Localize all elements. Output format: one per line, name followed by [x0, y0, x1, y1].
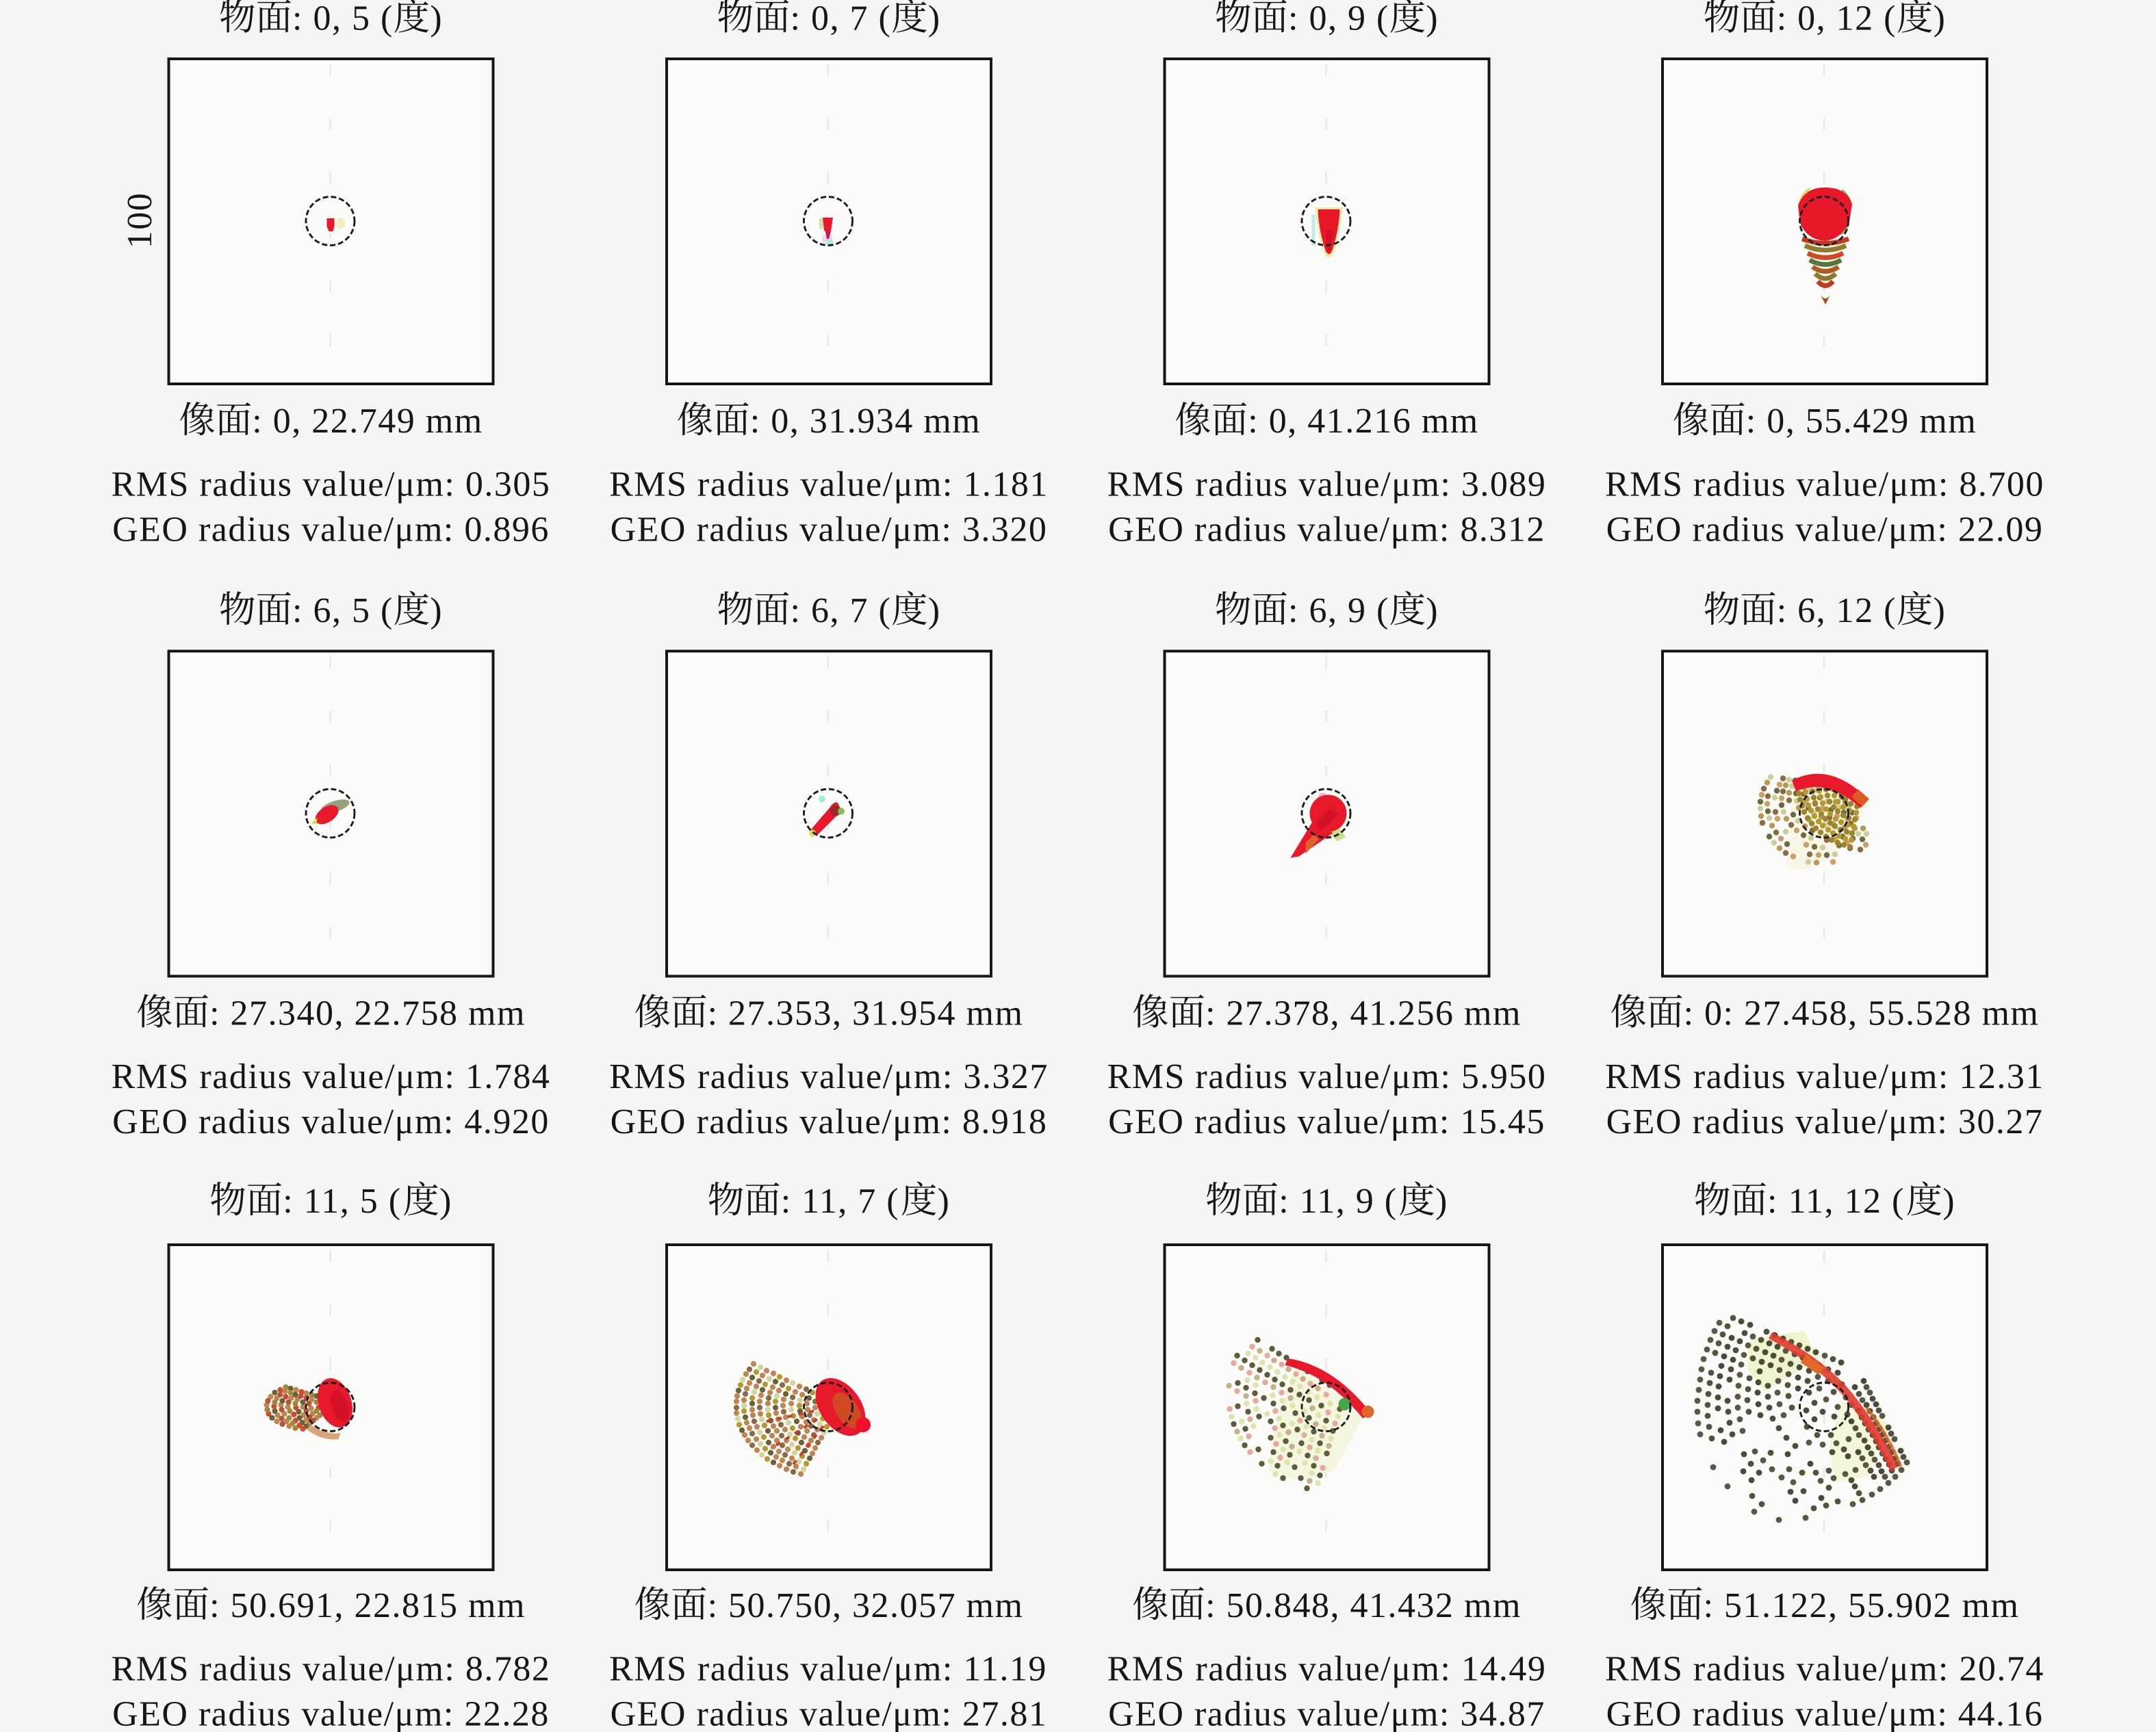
svg-text:GEO radius value/μm: 3.320: GEO radius value/μm: 3.320	[611, 510, 1048, 550]
svg-text:GEO radius value/μm: 0.896: GEO radius value/μm: 0.896	[112, 510, 550, 550]
svg-text:: 50.848, 41.432 mm: : 50.848, 41.432 mm	[1205, 1586, 1522, 1625]
svg-text:: 6, 7 (: : 6, 7 (	[791, 591, 892, 630]
svg-text:RMS radius value/μm: 11.19: RMS radius value/μm: 11.19	[609, 1650, 1047, 1689]
svg-text:RMS radius value/μm: 0.305: RMS radius value/μm: 0.305	[112, 465, 551, 504]
svg-text:): )	[430, 0, 443, 38]
svg-text:): )	[1426, 591, 1439, 630]
svg-text:): )	[439, 1182, 452, 1221]
svg-text:: 51.122, 55.902 mm: : 51.122, 55.902 mm	[1704, 1586, 2020, 1625]
svg-text:): )	[1934, 0, 1947, 38]
svg-text:): )	[928, 0, 941, 38]
svg-text:RMS radius value/μm: 3.327: RMS radius value/μm: 3.327	[609, 1057, 1049, 1096]
svg-text:RMS radius value/μm: 12.31: RMS radius value/μm: 12.31	[1605, 1057, 2044, 1096]
svg-text:): )	[1426, 0, 1439, 38]
svg-text:: 50.691, 22.815 mm: : 50.691, 22.815 mm	[209, 1586, 526, 1625]
svg-text:: 27.353, 31.954 mm: : 27.353, 31.954 mm	[708, 994, 1024, 1033]
svg-text:: 0, 7 (: : 0, 7 (	[791, 0, 892, 38]
svg-text:GEO radius value/μm: 34.87: GEO radius value/μm: 34.87	[1108, 1695, 1545, 1732]
svg-text:): )	[430, 591, 443, 630]
svg-text:: 0, 12 (: : 0, 12 (	[1777, 0, 1897, 38]
svg-text:): )	[1942, 1182, 1955, 1221]
svg-text:RMS radius value/μm: 1.784: RMS radius value/μm: 1.784	[112, 1057, 551, 1096]
svg-text:: 0, 22.749 mm: : 0, 22.749 mm	[252, 402, 483, 441]
svg-text:: 0, 5 (: : 0, 5 (	[292, 0, 394, 38]
svg-text:GEO radius value/μm: 22.28: GEO radius value/μm: 22.28	[112, 1695, 550, 1732]
svg-text:RMS radius value/μm: 5.950: RMS radius value/μm: 5.950	[1107, 1057, 1547, 1096]
svg-text:RMS radius value/μm: 1.181: RMS radius value/μm: 1.181	[609, 465, 1049, 504]
svg-text:RMS radius value/μm: 3.089: RMS radius value/μm: 3.089	[1107, 465, 1547, 504]
svg-text:: 11, 12 (: : 11, 12 (	[1767, 1182, 1905, 1221]
svg-text:RMS radius value/μm: 8.700: RMS radius value/μm: 8.700	[1605, 465, 2044, 504]
svg-text:: 6, 12 (: : 6, 12 (	[1777, 591, 1897, 630]
svg-text:GEO radius value/μm: 8.312: GEO radius value/μm: 8.312	[1108, 510, 1545, 550]
svg-text:GEO radius value/μm: 27.81: GEO radius value/μm: 27.81	[611, 1695, 1048, 1732]
svg-text:: 6, 5 (: : 6, 5 (	[292, 591, 394, 630]
svg-text:: 0, 31.934 mm: : 0, 31.934 mm	[750, 402, 981, 441]
svg-text:: 50.750, 32.057 mm: : 50.750, 32.057 mm	[708, 1586, 1024, 1625]
svg-text:GEO radius value/μm: 8.918: GEO radius value/μm: 8.918	[611, 1102, 1048, 1141]
svg-text:: 0: 27.458, 55.528 mm: : 0: 27.458, 55.528 mm	[1684, 994, 2040, 1033]
svg-text:: 0, 41.216 mm: : 0, 41.216 mm	[1248, 402, 1478, 441]
svg-text:: 0, 55.429 mm: : 0, 55.429 mm	[1746, 402, 1977, 441]
svg-text:: 11, 7 (: : 11, 7 (	[781, 1182, 899, 1221]
svg-text:): )	[928, 591, 941, 630]
svg-text:GEO radius value/μm: 15.45: GEO radius value/μm: 15.45	[1108, 1102, 1545, 1141]
svg-text:GEO radius value/μm: 30.27: GEO radius value/μm: 30.27	[1606, 1102, 2044, 1141]
svg-text:): )	[938, 1182, 951, 1221]
svg-text:GEO radius value/μm: 22.09: GEO radius value/μm: 22.09	[1606, 510, 2044, 550]
svg-text:): )	[1934, 591, 1947, 630]
svg-text:): )	[1435, 1182, 1448, 1221]
svg-text:RMS radius value/μm: 8.782: RMS radius value/μm: 8.782	[112, 1650, 551, 1689]
svg-text:: 11, 5 (: : 11, 5 (	[283, 1182, 401, 1221]
svg-text:100: 100	[120, 192, 159, 249]
svg-text:: 27.340, 22.758 mm: : 27.340, 22.758 mm	[209, 994, 526, 1033]
svg-text:: 11, 9 (: : 11, 9 (	[1279, 1182, 1397, 1221]
svg-text:: 27.378, 41.256 mm: : 27.378, 41.256 mm	[1205, 994, 1522, 1033]
svg-text:: 0, 9 (: : 0, 9 (	[1288, 0, 1389, 38]
svg-text:: 6, 9 (: : 6, 9 (	[1288, 591, 1389, 630]
svg-text:GEO radius value/μm: 44.16: GEO radius value/μm: 44.16	[1606, 1695, 2044, 1732]
svg-text:RMS radius value/μm: 20.74: RMS radius value/μm: 20.74	[1605, 1650, 2044, 1689]
svg-text:RMS radius value/μm: 14.49: RMS radius value/μm: 14.49	[1107, 1650, 1547, 1689]
svg-text:GEO radius value/μm: 4.920: GEO radius value/μm: 4.920	[112, 1102, 550, 1141]
